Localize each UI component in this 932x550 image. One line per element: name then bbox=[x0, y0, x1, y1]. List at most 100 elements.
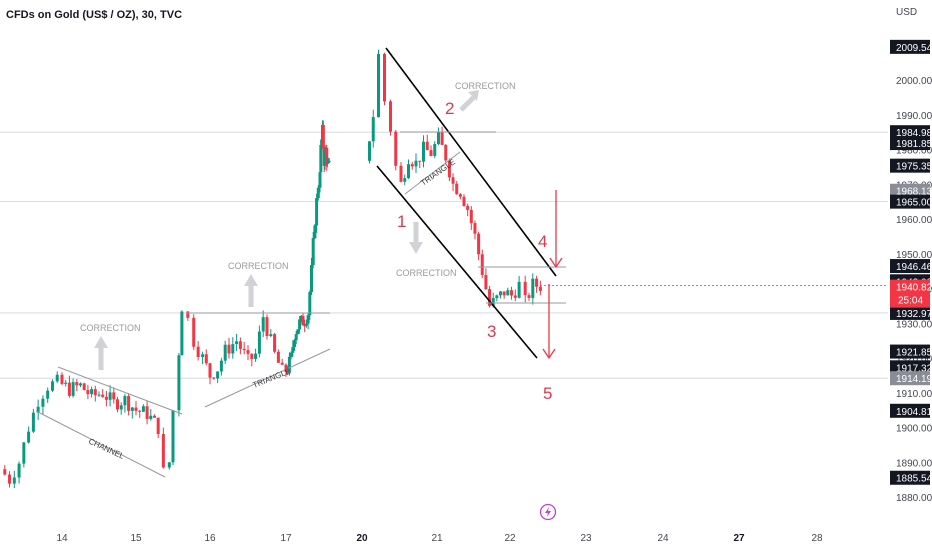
candle-body bbox=[273, 334, 277, 352]
left-channel-bottom bbox=[35, 410, 166, 478]
x-tick-label: 28 bbox=[811, 533, 823, 544]
x-tick-label: 16 bbox=[204, 533, 216, 544]
candle-body bbox=[455, 183, 459, 195]
candle-body bbox=[3, 469, 7, 475]
lightning-icon[interactable] bbox=[539, 503, 557, 521]
candle-body bbox=[321, 124, 325, 149]
candle-body bbox=[93, 389, 97, 396]
candle-body bbox=[79, 383, 82, 386]
candle-body bbox=[371, 117, 375, 142]
candle-body bbox=[254, 353, 258, 359]
candle-body bbox=[55, 374, 59, 382]
candle-body bbox=[313, 225, 317, 239]
candle-body bbox=[67, 382, 71, 396]
candle-body bbox=[407, 164, 410, 179]
candle-body bbox=[116, 399, 119, 410]
price-badge bbox=[890, 470, 930, 485]
triangle1-bottom bbox=[204, 348, 331, 408]
price-badge-label: 1914.19 bbox=[896, 374, 932, 385]
price-badge-label: 1975.35 bbox=[896, 162, 932, 173]
price-badge-label: 2009.54 bbox=[896, 43, 932, 54]
wave-label-3: 3 bbox=[487, 322, 496, 341]
x-tick-label: 21 bbox=[431, 533, 443, 544]
candle-body bbox=[177, 355, 181, 411]
triangle2-bottom bbox=[404, 151, 461, 195]
candle-body bbox=[480, 254, 484, 275]
y-tick-label: 2000.00 bbox=[896, 76, 932, 87]
candle-body bbox=[27, 431, 31, 443]
price-badge bbox=[890, 360, 930, 375]
candle-body bbox=[538, 286, 542, 291]
candle-body bbox=[216, 371, 220, 379]
candle-body bbox=[269, 334, 273, 337]
triangle-pattern-label: TRIANGLE bbox=[419, 157, 457, 187]
candle-body bbox=[291, 347, 295, 353]
correction-arrow-icon bbox=[94, 336, 108, 370]
candle-body bbox=[394, 131, 398, 166]
price-badge-label: 1981.85 bbox=[896, 139, 932, 150]
x-tick-label: 20 bbox=[356, 533, 368, 544]
candle-body bbox=[196, 346, 200, 357]
price-badge bbox=[890, 136, 930, 151]
price-badge-label: 1968.13 bbox=[896, 187, 932, 198]
candle-body bbox=[130, 407, 134, 411]
candle-body bbox=[410, 164, 414, 167]
candle-body bbox=[303, 325, 307, 327]
x-tick-label: 24 bbox=[657, 533, 669, 544]
candle-body bbox=[8, 474, 12, 484]
candle-body bbox=[451, 177, 455, 184]
candle-body bbox=[31, 412, 35, 432]
y-tick-label: 1950.00 bbox=[896, 250, 932, 261]
candle-body bbox=[201, 354, 205, 357]
candle-body bbox=[488, 289, 492, 306]
candle-body bbox=[510, 290, 514, 296]
price-badge bbox=[890, 125, 930, 140]
x-tick-label: 27 bbox=[733, 533, 745, 544]
time-axis[interactable]: 14 15 16 17 20 21 22 23 24 27 28 bbox=[56, 533, 823, 544]
candle-body bbox=[108, 392, 112, 400]
candle-body bbox=[389, 101, 392, 132]
y-tick-label: 1930.00 bbox=[896, 319, 932, 330]
candle-body bbox=[12, 477, 16, 484]
y-tick-label: 1900.00 bbox=[896, 424, 932, 435]
candle-body bbox=[101, 394, 105, 397]
candle-body bbox=[502, 291, 506, 296]
candle-body bbox=[90, 389, 94, 395]
candle-body bbox=[287, 356, 291, 373]
candle-body bbox=[82, 383, 86, 391]
candle-body bbox=[473, 223, 477, 234]
candle-body bbox=[491, 298, 495, 306]
candle-body bbox=[284, 364, 288, 372]
candle-body bbox=[499, 291, 503, 296]
price-axis[interactable]: USD 2000.001990.001980.001970.001960.001… bbox=[890, 7, 932, 504]
price-badge-label: 1932.97 bbox=[896, 309, 932, 320]
candle-body bbox=[119, 405, 123, 410]
wave4-arrow-head bbox=[549, 257, 563, 269]
price-badge-label: 1946.46 bbox=[896, 262, 932, 273]
candle-body bbox=[276, 351, 280, 363]
candle-body bbox=[161, 434, 165, 468]
candle-body bbox=[506, 290, 510, 296]
current-price-value: 1940.82 bbox=[896, 283, 932, 294]
price-badge bbox=[890, 183, 930, 198]
candle-body bbox=[466, 205, 470, 210]
candle-body bbox=[469, 209, 473, 224]
candle-body bbox=[280, 362, 284, 365]
price-badge-label: 1984.98 bbox=[896, 128, 932, 139]
wave-label-5: 5 bbox=[543, 384, 552, 403]
candle-body bbox=[64, 382, 68, 384]
wave5-arrow-head bbox=[542, 348, 556, 360]
candles-layer bbox=[3, 49, 542, 489]
candle-body bbox=[46, 390, 50, 399]
candle-body bbox=[531, 278, 535, 298]
countdown-timer: 25:04 bbox=[898, 296, 923, 307]
price-badge bbox=[890, 371, 930, 386]
price-badge-label: 1904.81 bbox=[896, 407, 932, 418]
candle-body bbox=[477, 233, 481, 255]
correction-arrow-icon bbox=[459, 90, 479, 112]
correction-label: CORRECTION bbox=[228, 261, 289, 271]
candle-body bbox=[517, 281, 521, 298]
candle-body bbox=[326, 161, 330, 163]
candle-body bbox=[180, 311, 184, 356]
